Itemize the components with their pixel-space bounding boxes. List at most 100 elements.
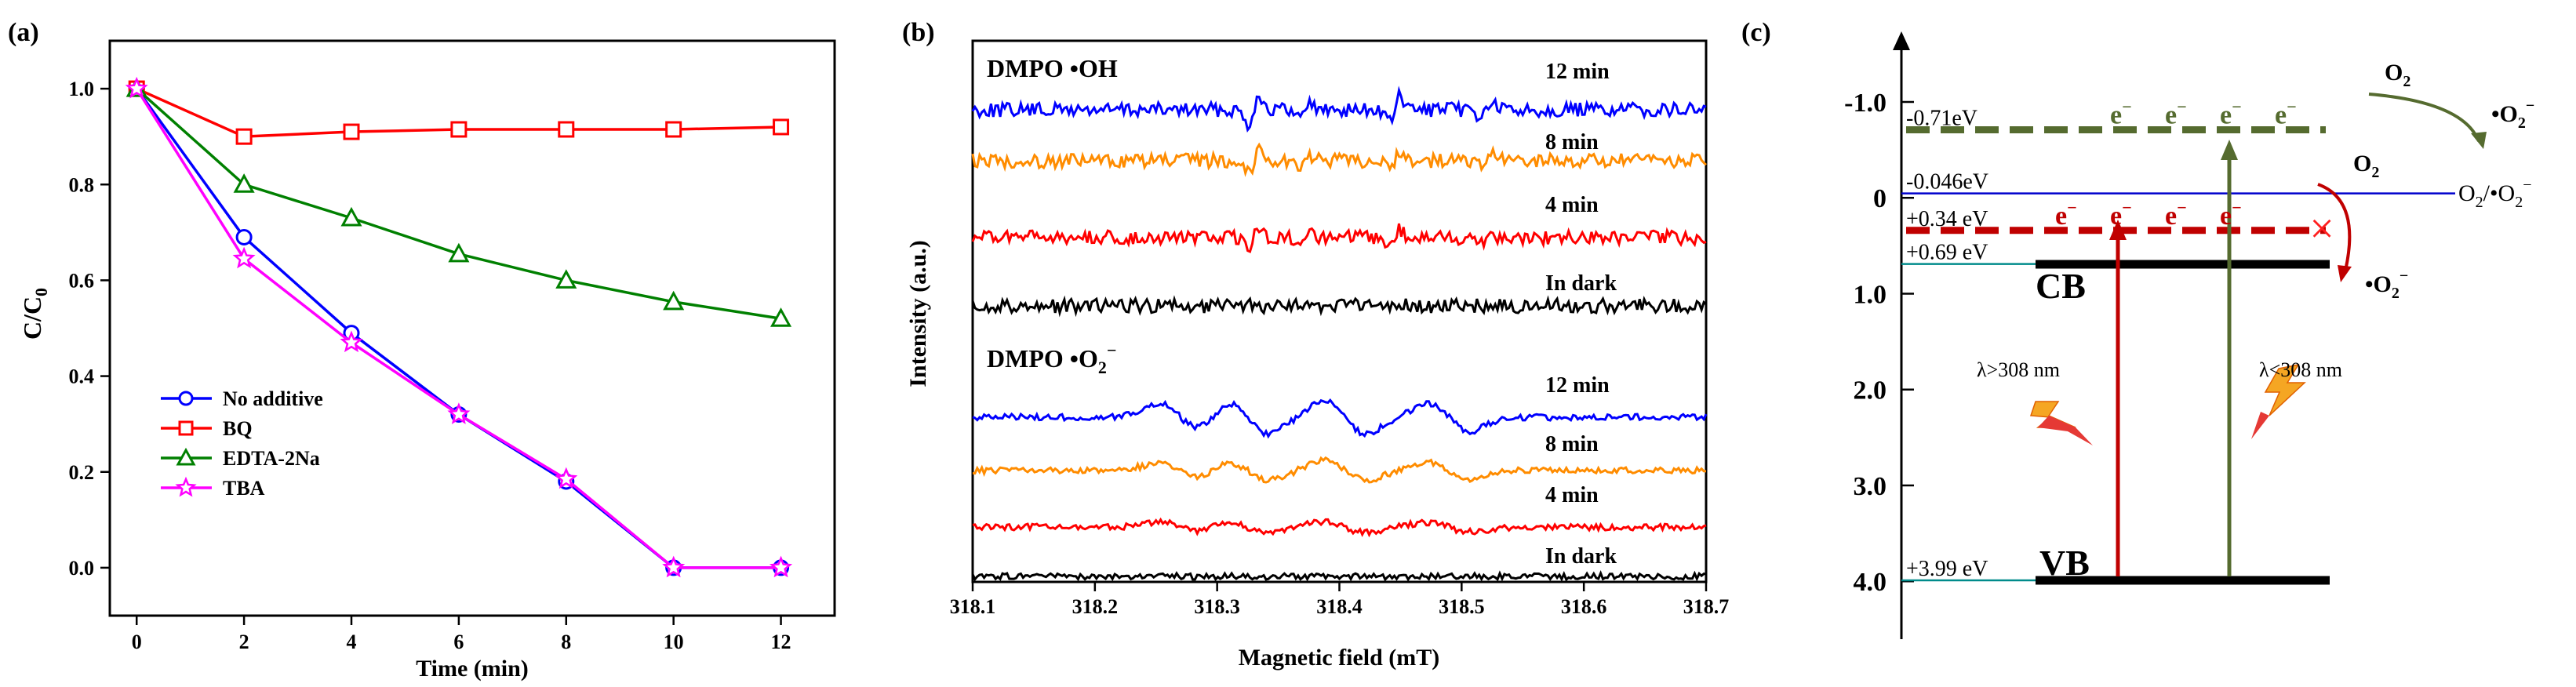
o2-blocked-arrow xyxy=(2317,183,2352,271)
panel-c: (c) -1.0 0 1.0 2.0 3.0 4.0 -0.71eV -0.046eV +0.… xyxy=(1741,18,2534,639)
spectrum-o2-0: 12 min xyxy=(972,373,1708,439)
panel-a: (a) 0 2 4 6 8 10 12 0.0 0.2 0.4 0.6 0.8 1.0 Time (mi… xyxy=(8,18,836,682)
data-point xyxy=(232,246,256,269)
o2-blocked-arrow-head xyxy=(2338,265,2352,282)
y-tick-label: 0.2 xyxy=(69,461,95,484)
y-tick-label: 0 xyxy=(1873,184,1887,213)
spectrum-oh-2: 4 min xyxy=(971,193,1707,253)
data-point xyxy=(555,269,577,289)
spectrum-line xyxy=(971,223,1707,253)
spectrum-line xyxy=(971,570,1707,582)
lightning-icon xyxy=(2029,401,2093,445)
series-tba xyxy=(125,76,793,578)
data-point xyxy=(178,391,194,406)
energy-level-label: -0.71eV xyxy=(1906,106,1977,130)
vb-label: VB xyxy=(2039,543,2090,583)
spectrum-oh-3: In dark xyxy=(971,271,1707,318)
energy-level-label: +0.69 eV xyxy=(1906,241,1988,265)
data-point xyxy=(665,121,682,138)
y-tick-label: 0.6 xyxy=(69,269,95,292)
spectrum-label: 8 min xyxy=(1545,130,1599,154)
spectrum-label: 4 min xyxy=(1545,483,1599,507)
x-tick-label: 12 xyxy=(771,631,791,653)
data-point xyxy=(343,123,360,140)
x-tick-label: 6 xyxy=(453,631,464,653)
excitation-green-label: λ<308 nm xyxy=(2259,358,2342,381)
spectrum-label: In dark xyxy=(1545,544,1617,569)
spectrum-o2-1: 8 min xyxy=(972,432,1707,484)
electron-symbol: e− xyxy=(2165,96,2187,129)
x-tick-label: 0 xyxy=(132,631,142,653)
energy-level-label: -0.046eV xyxy=(1906,170,1988,194)
o2-top-label: O2 xyxy=(2385,60,2410,90)
data-point xyxy=(558,121,575,138)
data-point xyxy=(340,206,362,227)
spectrum-label: 4 min xyxy=(1545,193,1599,217)
lightning-icon xyxy=(2251,363,2306,439)
panel-a-label: (a) xyxy=(8,18,39,47)
y-tick-label: 0.4 xyxy=(69,365,95,388)
o2-label-sup: − xyxy=(1107,340,1117,360)
panel-b: (b) 318.1 318.2 318.3 318.4 318.5 318.6 318.7 … xyxy=(902,18,1729,671)
spectrum-label: 8 min xyxy=(1545,432,1599,456)
y-tick-label: -1.0 xyxy=(1844,89,1887,118)
o2-mid-label: O2 xyxy=(2353,151,2379,181)
electron-symbol: e− xyxy=(2110,198,2132,231)
data-point xyxy=(340,330,363,353)
spectrum-label: 12 min xyxy=(1545,60,1610,84)
series-bq xyxy=(128,80,790,145)
cb-label: CB xyxy=(2036,266,2086,306)
panel-a-ylabel: C/C0 xyxy=(18,288,51,340)
o2-label-sub: 2 xyxy=(1098,358,1107,377)
panel-b-xlabel: Magnetic field (mT) xyxy=(1239,645,1440,671)
panel-c-label: (c) xyxy=(1741,18,1771,47)
redox-couple-label: O2/•O2− xyxy=(2458,176,2531,211)
panel-b-group-o2-label: DMPO •O2− xyxy=(987,340,1116,377)
spectrum-label: 12 min xyxy=(1545,373,1610,398)
panel-a-ylabel-sub: 0 xyxy=(31,288,51,296)
spectrum-line xyxy=(972,398,1708,439)
x-tick-label: 318.4 xyxy=(1316,595,1363,618)
panel-b-group-oh-label: DMPO •OH xyxy=(987,54,1118,82)
x-tick-label: 8 xyxy=(561,631,571,653)
spectrum-line xyxy=(971,85,1707,133)
x-tick-label: 318.5 xyxy=(1439,595,1485,618)
excitation-red-label: λ>308 nm xyxy=(1977,358,2060,381)
legend-entry: BQ xyxy=(223,417,253,440)
data-point xyxy=(773,118,790,136)
y-tick-label: 1.0 xyxy=(1854,280,1887,309)
electron-symbol: e− xyxy=(2275,96,2297,129)
x-tick-label: 318.2 xyxy=(1072,595,1119,618)
panel-b-ylabel: Intensity (a.u.) xyxy=(905,240,931,387)
y-tick-label: 4.0 xyxy=(1854,568,1887,597)
x-tick-label: 10 xyxy=(664,631,684,653)
superoxide-bottom-label: •O2− xyxy=(2365,267,2408,302)
data-point xyxy=(662,555,686,578)
x-tick-label: 318.1 xyxy=(950,595,996,618)
excitation-arrow-red-head xyxy=(2109,220,2127,240)
data-point xyxy=(663,290,685,311)
spectrum-oh-1: 8 min xyxy=(971,130,1708,177)
panel-a-xlabel: Time (min) xyxy=(416,656,529,682)
legend-entry: EDTA-2Na xyxy=(223,447,320,470)
data-point xyxy=(770,307,792,327)
panel-a-frame xyxy=(108,39,836,617)
x-tick-label: 318.7 xyxy=(1683,595,1730,618)
spectrum-oh-0: 12 min xyxy=(971,60,1707,133)
y-tick-label: 3.0 xyxy=(1854,472,1887,501)
panel-c-axis-arrow xyxy=(1893,31,1910,50)
electron-symbol: e− xyxy=(2220,96,2242,129)
electron-symbol: e− xyxy=(2165,198,2187,231)
series-no-additive xyxy=(128,80,790,576)
data-point xyxy=(770,555,793,578)
x-tick-label: 2 xyxy=(239,631,249,653)
y-tick-label: 1.0 xyxy=(69,78,95,100)
y-tick-label: 0.8 xyxy=(69,173,95,196)
panel-a-legend: No additive BQ EDTA-2Na TBA xyxy=(161,387,323,500)
spectrum-line xyxy=(971,295,1707,318)
x-tick-label: 318.3 xyxy=(1194,595,1240,618)
spectrum-line xyxy=(971,142,1708,177)
panel-a-ylabel-main: C/C xyxy=(18,296,46,340)
data-point xyxy=(555,467,578,489)
